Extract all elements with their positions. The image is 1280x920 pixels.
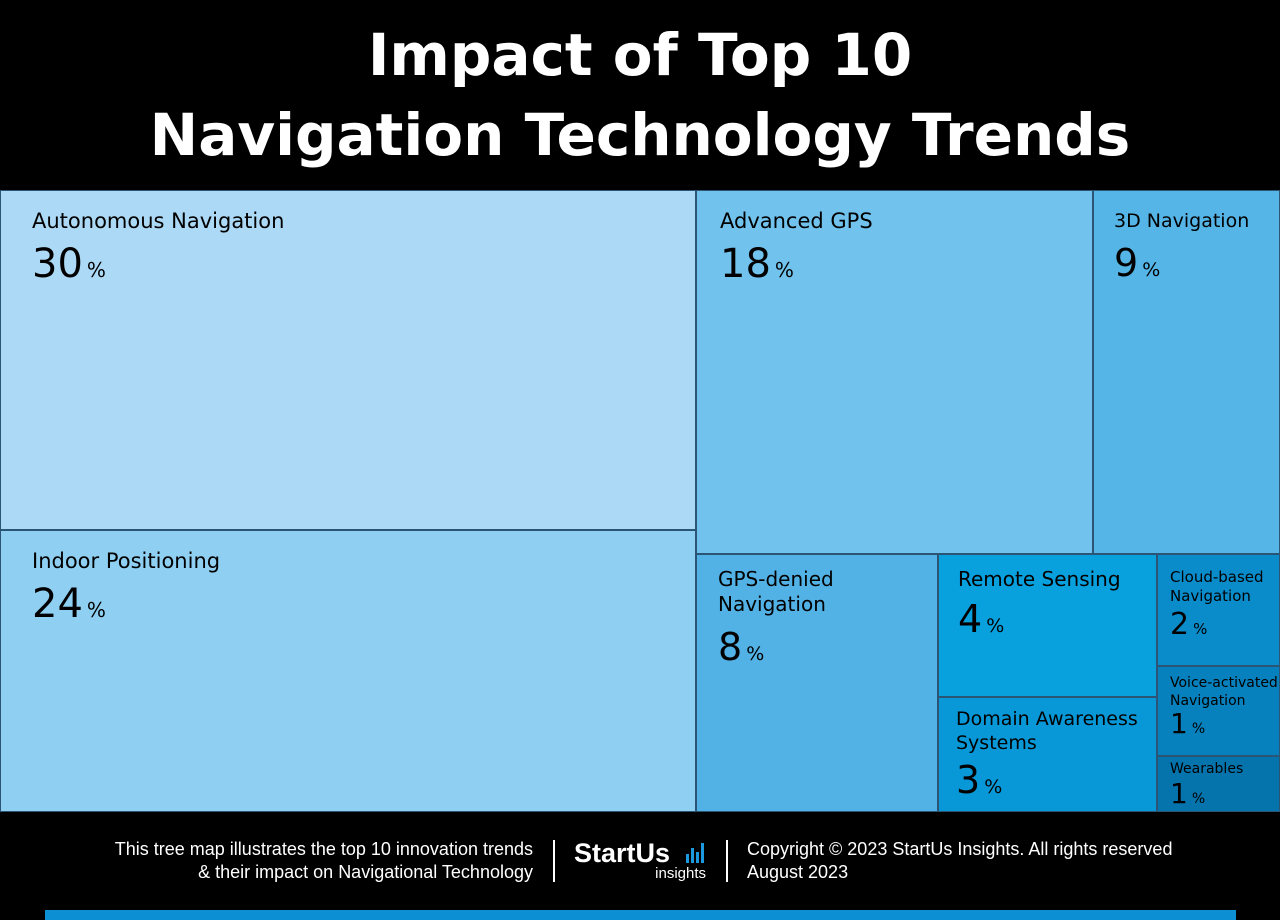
treemap-cell: 3D Navigation 9%	[1093, 190, 1280, 554]
cell-value-number: 18	[720, 241, 771, 287]
cell-value: 2%	[1170, 607, 1207, 642]
cell-value: 1%	[1170, 707, 1205, 740]
cell-label: Autonomous Navigation	[32, 209, 285, 233]
treemap-cell: Autonomous Navigation 30%	[0, 190, 696, 530]
cell-value-unit: %	[984, 776, 1003, 798]
cell-value-number: 3	[956, 758, 981, 802]
cell-label: Wearables	[1170, 761, 1244, 777]
cell-value: 18%	[720, 241, 794, 287]
cell-value-unit: %	[1142, 259, 1161, 281]
cell-value-unit: %	[86, 258, 106, 282]
treemap-cell: Indoor Positioning 24%	[0, 530, 696, 812]
cell-label: GPS-denied Navigation	[718, 567, 834, 616]
treemap-cell: Domain Awareness Systems 3%	[938, 697, 1157, 812]
cell-value: 4%	[958, 597, 1004, 641]
cell-label: Indoor Positioning	[32, 549, 221, 573]
cell-value-unit: %	[1191, 721, 1206, 737]
date-line: August 2023	[747, 862, 849, 882]
cell-value-unit: %	[86, 598, 106, 622]
cell-value-number: 8	[718, 625, 743, 669]
treemap-cell: Advanced GPS 18%	[696, 190, 1093, 554]
logo-wordmark: StartUs	[574, 838, 671, 868]
treemap-cell: Cloud-based Navigation 2%	[1157, 554, 1280, 666]
footer-divider-right	[726, 840, 728, 882]
footer: This tree map illustrates the top 10 inn…	[0, 812, 1280, 920]
cell-value: 8%	[718, 625, 764, 669]
cell-value-unit: %	[746, 643, 765, 665]
cell-value-unit: %	[1191, 791, 1206, 807]
copyright-line: Copyright © 2023 StartUs Insights. All r…	[747, 839, 1173, 859]
cell-value: 1%	[1170, 777, 1205, 810]
title-line-2: Navigation Technology Trends	[149, 101, 1131, 169]
cell-label: Cloud-based Navigation	[1170, 568, 1264, 605]
cell-label: 3D Navigation	[1114, 210, 1250, 232]
cell-label: Advanced GPS	[720, 209, 873, 233]
treemap-cell: Wearables 1%	[1157, 756, 1280, 812]
bottom-accent-bar	[45, 910, 1236, 920]
footer-description-line-1: This tree map illustrates the top 10 inn…	[114, 839, 533, 859]
logo-bars-icon	[686, 843, 708, 863]
cell-value-number: 4	[958, 597, 983, 641]
chart-title: Impact of Top 10 Navigation Technology T…	[0, 0, 1280, 190]
cell-value-number: 30	[32, 241, 83, 287]
cell-value: 24%	[32, 581, 106, 627]
footer-divider-left	[553, 840, 555, 882]
cell-value: 9%	[1114, 241, 1160, 285]
footer-copyright: Copyright © 2023 StartUs Insights. All r…	[747, 838, 1172, 884]
treemap: Autonomous Navigation 30% Indoor Positioni…	[0, 190, 1280, 812]
logo-subtext: insights	[655, 865, 706, 882]
footer-description-line-2: & their impact on Navigational Technolog…	[198, 862, 533, 882]
cell-value: 30%	[32, 241, 106, 287]
footer-description: This tree map illustrates the top 10 inn…	[115, 838, 533, 884]
cell-value-unit: %	[774, 258, 794, 282]
treemap-cell: Remote Sensing 4%	[938, 554, 1157, 697]
cell-value-number: 1	[1170, 777, 1188, 810]
cell-value-unit: %	[1193, 620, 1208, 638]
cell-value: 3%	[956, 758, 1002, 802]
cell-label: Domain Awareness Systems	[956, 708, 1138, 754]
title-line-1: Impact of Top 10	[367, 21, 913, 89]
cell-label: Remote Sensing	[958, 567, 1121, 591]
cell-value-number: 2	[1170, 607, 1190, 642]
startus-logo: StartUs insights	[574, 838, 708, 884]
treemap-cell: Voice-activated Navigation 1%	[1157, 666, 1280, 756]
cell-value-number: 24	[32, 581, 83, 627]
treemap-cell: GPS-denied Navigation 8%	[696, 554, 938, 812]
cell-label: Voice-activated Navigation	[1170, 675, 1278, 709]
cell-value-number: 1	[1170, 707, 1188, 740]
cell-value-unit: %	[986, 615, 1005, 637]
cell-value-number: 9	[1114, 241, 1139, 285]
